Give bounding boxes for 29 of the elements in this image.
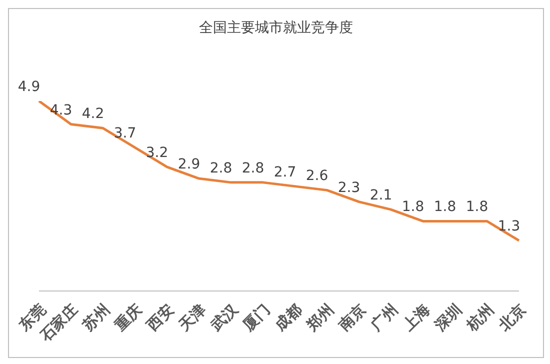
x-tick-label: 杭州 xyxy=(462,300,498,336)
data-label: 2.1 xyxy=(370,188,392,204)
x-tick-label: 西安 xyxy=(142,300,178,336)
data-label: 3.2 xyxy=(146,144,168,161)
data-label: 2.8 xyxy=(210,160,232,176)
data-label: 2.7 xyxy=(274,164,296,180)
data-label: 2.3 xyxy=(338,180,360,196)
x-tick-label: 天津 xyxy=(174,300,210,336)
x-tick-label: 成都 xyxy=(270,300,306,336)
data-label: 3.7 xyxy=(114,126,136,142)
data-label: 4.9 xyxy=(18,79,40,95)
data-label: 4.3 xyxy=(50,102,72,118)
data-label: 2.8 xyxy=(242,160,264,176)
x-tick-label: 上海 xyxy=(398,300,434,336)
x-tick-label: 苏州 xyxy=(78,300,114,336)
data-label: 1.8 xyxy=(466,199,488,216)
data-label: 4.2 xyxy=(82,106,104,122)
chart-title: 全国主要城市就业竞争度 xyxy=(198,19,354,38)
data-label: 2.9 xyxy=(178,156,200,173)
data-label: 1.8 xyxy=(434,199,456,216)
x-tick-label: 重庆 xyxy=(110,300,146,336)
x-tick-label: 广州 xyxy=(366,300,402,336)
x-tick-label: 北京 xyxy=(494,300,530,336)
x-tick-label: 郑州 xyxy=(302,300,338,336)
data-label: 1.8 xyxy=(402,199,424,216)
data-label: 2.6 xyxy=(306,168,328,184)
x-tick-label: 南京 xyxy=(334,300,370,336)
x-tick-label: 深圳 xyxy=(430,300,466,336)
data-label: 1.3 xyxy=(498,218,520,235)
